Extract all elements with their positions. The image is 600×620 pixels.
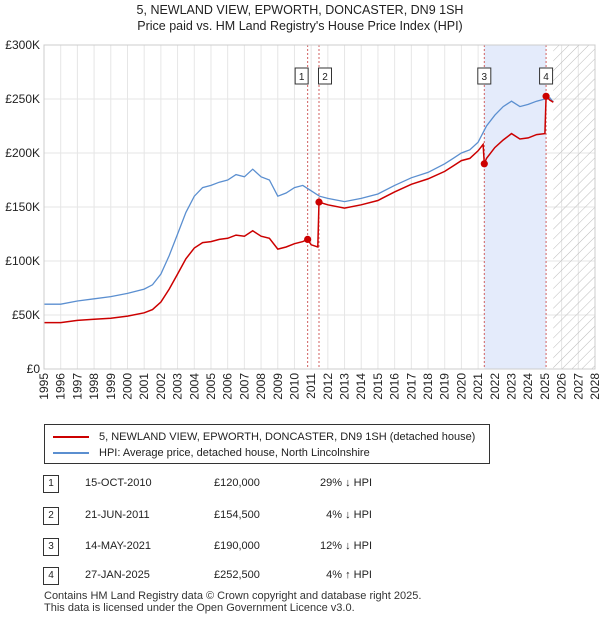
legend-item-hpi: HPI: Average price, detached house, Nort… [53,445,370,461]
x-tick-label: 2026 [555,373,569,400]
x-tick-label: 2015 [371,373,385,400]
sale-row: 2 21-JUN-2011 £154,500 4% ↓ HPI [0,507,600,527]
y-tick-label: £200K [5,146,40,160]
legend: 5, NEWLAND VIEW, EPWORTH, DONCASTER, DN9… [44,424,490,464]
sale-price: £120,000 [214,477,260,489]
sale-date: 21-JUN-2011 [85,509,150,521]
property-series-line [44,94,554,324]
x-tick-label: 2023 [505,373,519,400]
shaded-region [484,45,547,369]
sale-marker-label: 1 [299,72,305,83]
x-tick-label: 2021 [471,373,485,400]
sale-date: 27-JAN-2025 [85,569,150,581]
x-tick-label: 2019 [438,373,452,400]
sale-price: £252,500 [214,569,260,581]
x-tick-label: 2012 [321,373,335,400]
sale-marker-label: 3 [482,72,488,83]
sale-marker-label: 2 [322,72,328,83]
x-tick-label: 2010 [287,373,301,400]
x-tick-label: 2002 [154,373,168,400]
sale-marker-box [539,67,554,85]
x-tick-label: 2022 [488,373,502,400]
sale-hpi-change: 4% ↓ HPI [326,509,372,521]
x-tick-label: 2028 [588,373,600,400]
x-tick-label: 2013 [338,373,352,400]
footer-licence: This data is licensed under the Open Gov… [44,602,355,614]
plot-frame [43,44,596,370]
legend-item-property: 5, NEWLAND VIEW, EPWORTH, DONCASTER, DN9… [53,429,475,445]
legend-swatch-hpi [53,452,89,454]
x-tick-label: 2007 [237,373,251,400]
x-tick-label: 1999 [104,373,118,400]
x-tick-label: 1997 [70,373,84,400]
sale-price: £190,000 [214,540,260,552]
chart-title-line1: 5, NEWLAND VIEW, EPWORTH, DONCASTER, DN9… [136,3,464,17]
y-tick-label: £100K [5,254,40,268]
x-tick-label: 1998 [87,373,101,400]
sale-marker-labels: 1 2 3 4 [294,67,554,85]
y-tick-label: £300K [5,38,40,52]
sale-number-badge: 1 [43,475,59,493]
hpi-series-line [44,97,554,305]
x-tick-label: 2000 [120,373,134,400]
sale-hpi-change: 4% ↑ HPI [326,569,372,581]
x-tick-label: 2027 [571,373,585,400]
sale-point [542,92,550,100]
legend-swatch-property [53,436,89,438]
sale-date: 14-MAY-2021 [85,540,152,552]
x-tick-label: 2017 [404,373,418,400]
x-tick-label: 1995 [37,373,51,400]
y-tick-label: £0 [27,362,41,376]
x-tick-label: 2008 [254,373,268,400]
sale-marker-label: 4 [543,72,549,83]
sale-number-badge: 2 [43,507,59,525]
x-tick-label: 2020 [454,373,468,400]
x-tick-label: 2006 [221,373,235,400]
x-tick-label: 2005 [204,373,218,400]
sale-date: 15-OCT-2010 [85,477,152,489]
sale-number-badge: 3 [43,538,59,556]
sale-row: 4 27-JAN-2025 £252,500 4% ↑ HPI [0,567,600,587]
sale-point [315,198,323,206]
sale-number-badge: 4 [43,567,59,585]
sale-point [480,160,488,168]
x-tick-label: 2004 [187,373,201,400]
x-tick-label: 2003 [171,373,185,400]
x-tick-label: 2025 [538,373,552,400]
x-tick-label: 2018 [421,373,435,400]
y-tick-label: £150K [5,200,40,214]
sale-point [304,235,312,243]
y-tick-label: £50K [12,308,40,322]
future-hatch-region [553,45,595,369]
x-tick-label: 2024 [521,373,535,400]
x-tick-label: 2001 [137,373,151,400]
sale-marker-box [317,67,332,85]
y-tick-label: £250K [5,92,40,106]
x-tick-label: 2009 [271,373,285,400]
sale-hpi-change: 12% ↓ HPI [320,540,372,552]
x-axis-ticks: 1995 1996 1997 1998 1999 2000 2001 2002 2003 2004… [37,373,600,400]
chart-title-line2: Price paid vs. HM Land Registry's House … [137,19,463,33]
y-axis-ticks: £0 £50K £100K £150K £200K £250K £300K [5,38,40,376]
legend-label-hpi: HPI: Average price, detached house, Nort… [99,447,370,459]
sale-row: 1 15-OCT-2010 £120,000 29% ↓ HPI [0,475,600,495]
sale-hpi-change: 29% ↓ HPI [320,477,372,489]
x-tick-label: 1996 [54,373,68,400]
sale-marker-box [294,67,309,85]
sale-points [304,92,550,243]
x-tick-label: 2011 [304,373,318,399]
legend-label-property: 5, NEWLAND VIEW, EPWORTH, DONCASTER, DN9… [99,431,476,443]
sale-price: £154,500 [214,509,260,521]
x-tick-label: 2016 [388,373,402,400]
footer-copyright: Contains HM Land Registry data © Crown c… [44,590,422,602]
x-tick-label: 2014 [354,373,368,400]
sale-marker-box [477,67,492,85]
price-chart: 1 2 3 4 £0 £50K £100K £150K £200K £250K £300K 199… [5,38,600,400]
sale-row: 3 14-MAY-2021 £190,000 12% ↓ HPI [0,538,600,558]
